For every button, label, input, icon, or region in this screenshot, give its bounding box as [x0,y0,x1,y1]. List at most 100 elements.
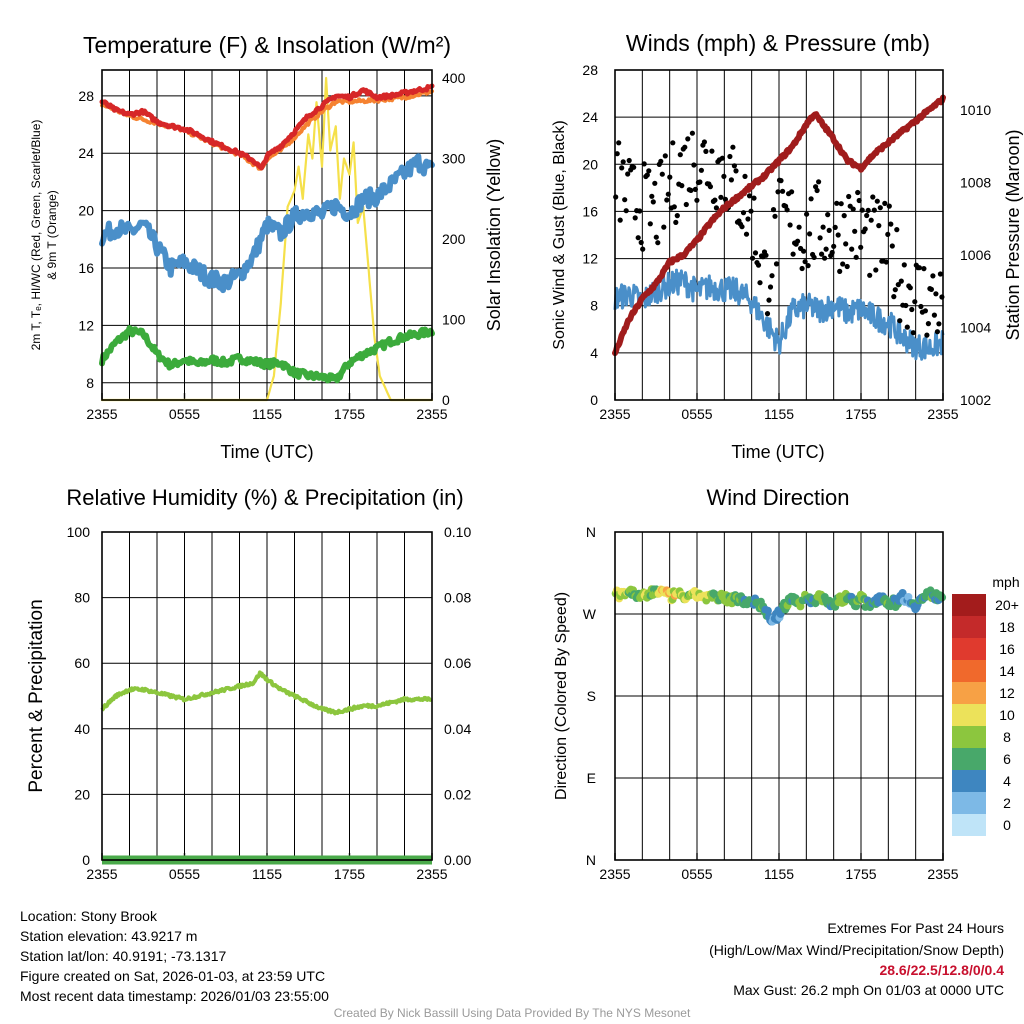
y-tick-label: S [587,688,596,704]
series-line-2m-t [99,83,435,171]
x-tick-label: 1155 [764,866,794,882]
gust-point [763,252,769,258]
x-tick-label: 1755 [334,406,365,422]
gust-point [697,179,703,185]
colorbar-label: 14 [999,663,1015,679]
gust-point [733,168,739,174]
gust-point [789,189,795,195]
gust-point [844,263,850,270]
x-tick-label: 0555 [681,866,712,882]
gust-point [892,287,898,293]
y2-tick-label: 300 [442,151,466,167]
gust-point [918,303,924,310]
gust-point [713,205,720,211]
y-tick-label: 100 [67,524,91,540]
y-tick-label: W [583,606,597,622]
gust-point [864,212,870,219]
gust-point [870,194,876,200]
y-tick-label: 8 [590,298,598,314]
gust-point [895,282,901,288]
gust-point [885,231,891,237]
recent-data-text: Most recent data timestamp: 2026/01/03 2… [20,988,329,1004]
colorbar-label: 4 [1003,773,1011,789]
y-axis-label-2: & 9m T (Orange) [45,190,59,280]
gust-point [823,246,829,252]
y-tick-label: N [586,852,596,868]
chart-title: Winds (mph) & Pressure (mb) [626,30,930,56]
gust-point [626,157,632,164]
gust-point [730,144,736,150]
gust-point [916,265,923,271]
colorbar-swatch [952,594,986,616]
colorbar-label: 6 [1003,751,1011,767]
gust-point [703,148,709,154]
y2-tick-label: 0 [442,392,450,408]
gust-point [825,212,831,218]
direction-points [611,585,947,626]
colorbar-swatch [952,748,986,770]
gust-point [897,318,903,324]
gust-point [632,215,638,221]
y2-tick-label: 400 [442,70,466,86]
gust-point [831,243,837,249]
gust-point [865,207,871,213]
gust-point [682,144,688,150]
y2-tick-label: 0.04 [444,721,471,737]
y-tick-label: 28 [78,88,94,104]
gust-point [835,232,841,238]
gust-point [635,235,641,241]
gust-point [804,211,810,217]
gust-point [795,238,801,244]
gust-point [619,165,625,171]
gust-point [889,243,895,249]
gust-point [901,262,907,268]
gust-point [631,164,637,170]
y2-tick-label: 1002 [960,392,991,408]
gust-point [616,140,622,146]
colorbar-swatch [952,770,986,792]
gust-point [907,285,913,291]
gust-point [746,193,753,199]
gust-point [748,208,754,214]
gust-point [877,205,883,211]
colorbar-unit: mph [992,574,1019,590]
extremes-panel: Extremes For Past 24 Hours (High/Low/Max… [709,918,1004,1000]
series-line-relative-humidity [100,670,433,716]
y2-tick-label: 1010 [960,102,991,118]
gust-point [707,184,714,190]
gust-point [850,206,856,212]
gust-point [625,171,631,177]
y2-tick-label: 0.08 [444,590,471,606]
gust-point [840,261,846,267]
x-tick-label: 2355 [86,866,117,882]
gust-point [868,217,874,223]
gust-point [740,210,747,216]
gust-point [849,246,855,252]
colorbar-label: 16 [999,641,1015,657]
gust-point [739,224,745,230]
gust-point [769,273,775,279]
chart-title: Wind Direction [706,485,849,510]
extremes-subtitle: (High/Low/Max Wind/Precipitation/Snow De… [709,942,1004,958]
y2-axis-label: Solar Insolation (Yellow) [484,139,504,331]
gust-point [617,217,623,223]
gust-point [898,278,904,284]
gust-point [832,224,838,230]
gust-point [925,321,932,327]
x-tick-label: 0555 [169,406,200,422]
gust-point [679,183,685,189]
location-text: Location: Stony Brook [20,908,157,924]
gust-point [743,231,750,237]
gust-point [649,193,655,199]
gust-point [655,240,661,246]
gust-point [650,199,656,205]
gust-point [801,248,807,254]
gust-point [665,191,671,197]
colorbar-swatch [952,814,986,836]
x-tick-label: 2355 [599,866,630,882]
gust-point [858,244,864,250]
gust-point [903,302,909,309]
gust-point [721,173,727,179]
gust-point [661,224,667,230]
y2-tick-label: 1008 [960,174,991,190]
